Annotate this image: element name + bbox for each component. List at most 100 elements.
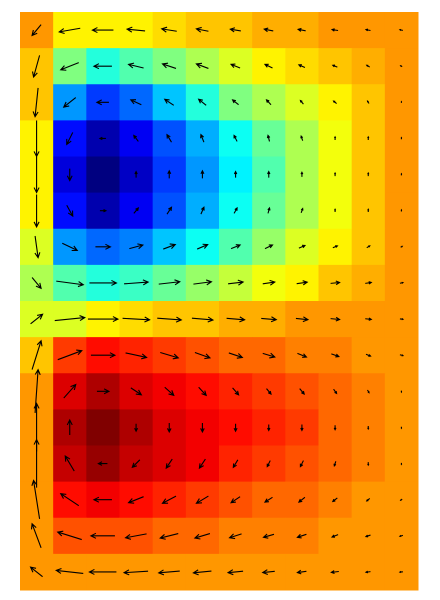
arrow: [398, 534, 404, 538]
arrow: [298, 244, 307, 249]
arrow: [366, 245, 371, 249]
arrow: [158, 279, 181, 286]
arrow: [66, 205, 74, 218]
arrow: [267, 170, 271, 178]
arrow: [233, 423, 238, 433]
arrow: [333, 461, 337, 467]
arrow: [198, 386, 208, 397]
arrow: [134, 170, 138, 178]
arrow: [166, 422, 172, 434]
arrow: [66, 418, 73, 435]
arrow: [91, 27, 114, 34]
arrow: [300, 207, 304, 213]
arrow: [66, 168, 73, 182]
arrow: [31, 339, 43, 370]
arrow: [262, 279, 276, 286]
arrow: [96, 388, 111, 395]
arrow: [261, 569, 275, 575]
arrow: [33, 120, 40, 158]
arrow: [400, 462, 403, 466]
arrow: [330, 534, 339, 538]
arrow: [296, 533, 307, 539]
arrow: [297, 496, 306, 503]
arrow: [263, 63, 273, 69]
arrow: [296, 280, 309, 286]
arrow: [266, 388, 272, 395]
arrow: [92, 63, 112, 70]
arrow: [267, 206, 271, 214]
arrow: [264, 244, 274, 250]
arrow: [400, 136, 403, 140]
arrow: [295, 316, 310, 323]
arrow: [200, 133, 205, 143]
arrow: [133, 207, 140, 214]
arrow: [124, 279, 150, 286]
arrow: [367, 389, 370, 394]
arrow: [161, 62, 177, 69]
arrow: [196, 243, 209, 250]
arrow: [364, 534, 371, 538]
arrow: [233, 206, 238, 214]
arrow: [299, 99, 304, 105]
arrow: [364, 28, 371, 32]
arrow: [95, 243, 112, 250]
arrow: [134, 423, 139, 433]
arrow: [365, 64, 371, 68]
arrow: [266, 134, 271, 142]
arrow: [228, 352, 244, 359]
arrow: [400, 426, 403, 430]
arrow: [262, 533, 275, 539]
arrow: [367, 171, 370, 177]
arrow: [64, 455, 75, 472]
arrow: [334, 208, 337, 213]
arrow: [233, 134, 238, 142]
arrow: [56, 530, 82, 541]
arrow: [33, 194, 40, 229]
arrow: [330, 570, 339, 575]
arrow: [367, 425, 370, 431]
arrow: [367, 462, 370, 467]
arrow: [230, 496, 241, 504]
arrow: [226, 316, 246, 323]
arrow: [400, 172, 403, 176]
arrow: [296, 569, 307, 575]
arrow: [127, 62, 144, 69]
arrow: [399, 281, 405, 284]
arrow: [195, 26, 209, 33]
arrow: [157, 316, 183, 323]
arrow: [333, 171, 337, 177]
arrow: [32, 87, 39, 118]
arrow: [33, 438, 40, 488]
arrow: [30, 522, 42, 549]
arrow: [34, 235, 41, 259]
heatmap: [20, 12, 419, 591]
arrow: [400, 245, 404, 248]
arrow: [31, 479, 41, 519]
arrow: [399, 354, 405, 357]
arrow: [300, 171, 304, 177]
arrow: [330, 28, 339, 32]
arrow: [62, 97, 77, 108]
arrow: [296, 27, 306, 32]
arrow: [122, 316, 151, 323]
arrow: [95, 99, 109, 106]
arrow: [297, 352, 308, 358]
arrow: [56, 280, 85, 288]
arrow: [160, 26, 177, 33]
arrow: [97, 461, 108, 466]
arrow: [197, 98, 207, 106]
heat-cell: [86, 409, 120, 446]
arrow: [300, 424, 304, 432]
arrow: [333, 425, 337, 431]
quiver: [29, 24, 405, 578]
arrow: [263, 27, 274, 33]
arrow: [367, 208, 370, 213]
arrow: [193, 279, 213, 286]
arrow: [159, 533, 179, 540]
arrow: [122, 569, 149, 576]
arrow: [191, 316, 215, 323]
arrow: [124, 533, 147, 540]
arrow: [59, 62, 79, 71]
arrow: [31, 24, 42, 37]
arrow: [300, 135, 304, 141]
